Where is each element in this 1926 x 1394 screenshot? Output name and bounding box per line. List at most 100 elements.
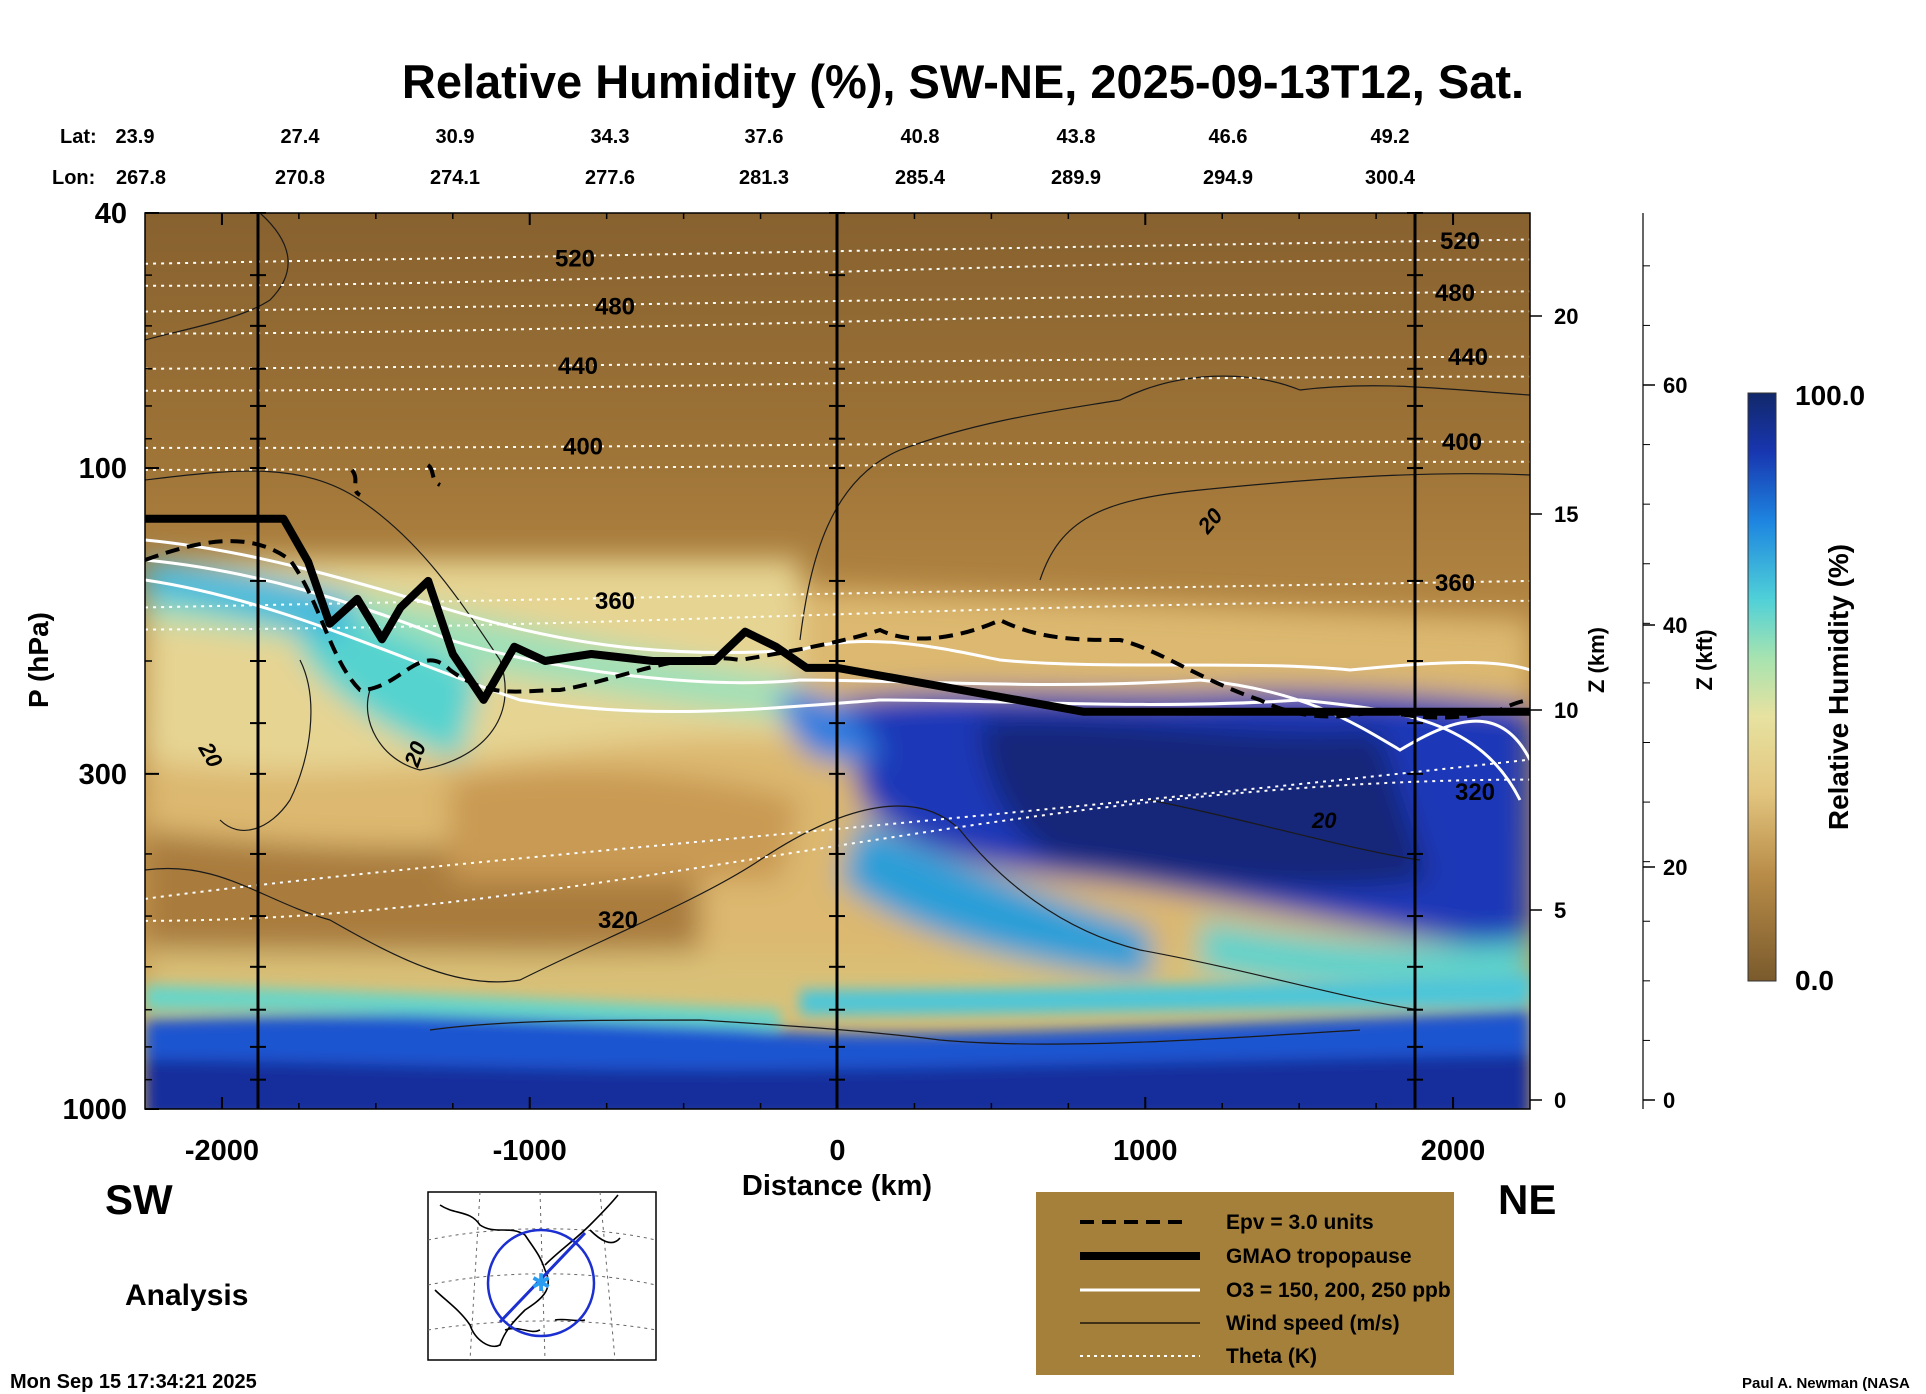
- x-tick-label: -2000: [185, 1135, 259, 1167]
- colorbar-max-label: 100.0: [1795, 380, 1865, 411]
- map-center-star-icon: ✱: [531, 1269, 551, 1297]
- y-tick-label: 300: [79, 759, 127, 791]
- latitude-row: 23.9 27.4 30.9 34.3 37.6 40.8 43.8 46.6 49.2: [116, 126, 1410, 148]
- theta-line: [145, 778, 1530, 922]
- direction-ne: NE: [1498, 1176, 1556, 1223]
- lon-value: 274.1: [430, 167, 480, 189]
- map-radius-circle: [486, 1228, 596, 1338]
- lat-value: 40.8: [901, 126, 940, 148]
- theta-line: [145, 355, 1530, 370]
- lon-value: 294.9: [1203, 167, 1253, 189]
- chart-title: Relative Humidity (%), SW-NE, 2025-09-13…: [402, 55, 1524, 108]
- legend-epv-label: Epv = 3.0 units: [1226, 1211, 1374, 1234]
- lat-value: 34.3: [591, 126, 630, 148]
- map-coastlines: [434, 1194, 621, 1347]
- theta-label: 440: [1448, 344, 1488, 371]
- colorbar: [1747, 392, 1777, 982]
- analysis-label: Analysis: [125, 1279, 248, 1312]
- lat-value: 23.9: [116, 126, 155, 148]
- z-kft-tick-label: 0: [1663, 1088, 1675, 1113]
- z-km-title: Z (km): [1584, 627, 1609, 693]
- theta-label: 360: [595, 588, 635, 615]
- y-tick-label: 100: [79, 453, 127, 485]
- y-tick-label: 1000: [62, 1094, 127, 1126]
- theta-label: 520: [1440, 228, 1480, 255]
- z-km-axis: 0 5 10 15 20: [1530, 304, 1578, 1113]
- z-kft-tick-label: 20: [1663, 855, 1687, 880]
- map-graticule: [427, 1191, 657, 1361]
- lon-value: 300.4: [1365, 167, 1416, 189]
- z-kft-axis: 0 20 40 60: [1642, 213, 1687, 1113]
- legend-tropopause-label: GMAO tropopause: [1226, 1245, 1412, 1268]
- theta-line: [145, 375, 1530, 392]
- lat-value: 37.6: [745, 126, 784, 148]
- theta-line: [145, 440, 1530, 449]
- x-tick-label: 0: [829, 1135, 845, 1167]
- lat-value: 49.2: [1371, 126, 1410, 148]
- z-km-tick-label: 5: [1554, 898, 1566, 923]
- z-kft-tick-label: 60: [1663, 373, 1687, 398]
- legend: Epv = 3.0 units GMAO tropopause O3 = 150…: [1036, 1192, 1454, 1375]
- x-tick-label: 1000: [1113, 1135, 1178, 1167]
- windspeed-contours: [145, 213, 1530, 1045]
- theta-line: [145, 290, 1530, 313]
- x-axis: -2000 -1000 0 1000 2000: [185, 213, 1485, 1167]
- legend-theta-label: Theta (K): [1226, 1345, 1317, 1368]
- theta-line: [145, 460, 1530, 471]
- theta-contours: [145, 238, 1530, 922]
- lat-value: 46.6: [1209, 126, 1248, 148]
- lon-label: Lon:: [52, 167, 95, 189]
- y-axis: 40 100 300 1000: [62, 198, 159, 1126]
- direction-sw: SW: [105, 1176, 173, 1223]
- lon-value: 267.8: [116, 167, 166, 189]
- z-km-tick-label: 15: [1554, 502, 1578, 527]
- theta-label: 400: [1442, 429, 1482, 456]
- theta-label: 400: [563, 434, 603, 461]
- lon-value: 285.4: [895, 167, 946, 189]
- theta-label: 520: [555, 245, 595, 272]
- theta-label: 480: [595, 294, 635, 321]
- lon-value: 289.9: [1051, 167, 1101, 189]
- theta-line: [145, 238, 1530, 265]
- y-axis-title: P (hPa): [23, 612, 54, 708]
- tropopause-line: [145, 514, 1530, 716]
- map-path-line: [498, 1231, 587, 1324]
- theta-label: 440: [558, 353, 598, 380]
- timestamp: Mon Sep 15 17:34:21 2025: [10, 1371, 257, 1393]
- theta-line: [145, 599, 1530, 631]
- reference-ticks: [250, 212, 1423, 1081]
- z-km-tick-label: 20: [1554, 304, 1578, 329]
- legend-wind-label: Wind speed (m/s): [1226, 1312, 1400, 1335]
- map-inset: ✱: [427, 1191, 657, 1361]
- theta-label: 320: [1455, 779, 1495, 806]
- colorbar-title: Relative Humidity (%): [1823, 544, 1854, 830]
- x-axis-title: Distance (km): [742, 1170, 932, 1202]
- z-kft-title: Z (kft): [1692, 629, 1717, 690]
- z-km-tick-label: 0: [1554, 1088, 1566, 1113]
- x-tick-label: 2000: [1421, 1135, 1486, 1167]
- theta-line: [145, 310, 1530, 335]
- lat-value: 30.9: [436, 126, 475, 148]
- theta-label: 360: [1435, 570, 1475, 597]
- theta-label: 480: [1435, 280, 1475, 307]
- lon-value: 281.3: [739, 167, 789, 189]
- windspeed-label: 20: [1311, 808, 1337, 833]
- x-tick-label: -1000: [493, 1135, 567, 1167]
- legend-ozone-label: O3 = 150, 200, 250 ppb: [1226, 1279, 1451, 1302]
- lat-label: Lat:: [60, 126, 97, 148]
- theta-line: [145, 758, 1530, 900]
- z-km-tick-label: 10: [1554, 698, 1578, 723]
- credit: Paul A. Newman (NASA: [1742, 1375, 1910, 1392]
- lat-value: 27.4: [281, 126, 321, 148]
- y-tick-label: 40: [95, 198, 127, 230]
- lat-value: 43.8: [1057, 126, 1096, 148]
- z-kft-tick-label: 40: [1663, 613, 1687, 638]
- colorbar-min-label: 0.0: [1795, 965, 1834, 996]
- theta-label: 320: [598, 907, 638, 934]
- longitude-row: 267.8 270.8 274.1 277.6 281.3 285.4 289.9 294.9…: [116, 167, 1416, 189]
- theta-line: [145, 258, 1530, 287]
- lon-value: 277.6: [585, 167, 635, 189]
- lon-value: 270.8: [275, 167, 325, 189]
